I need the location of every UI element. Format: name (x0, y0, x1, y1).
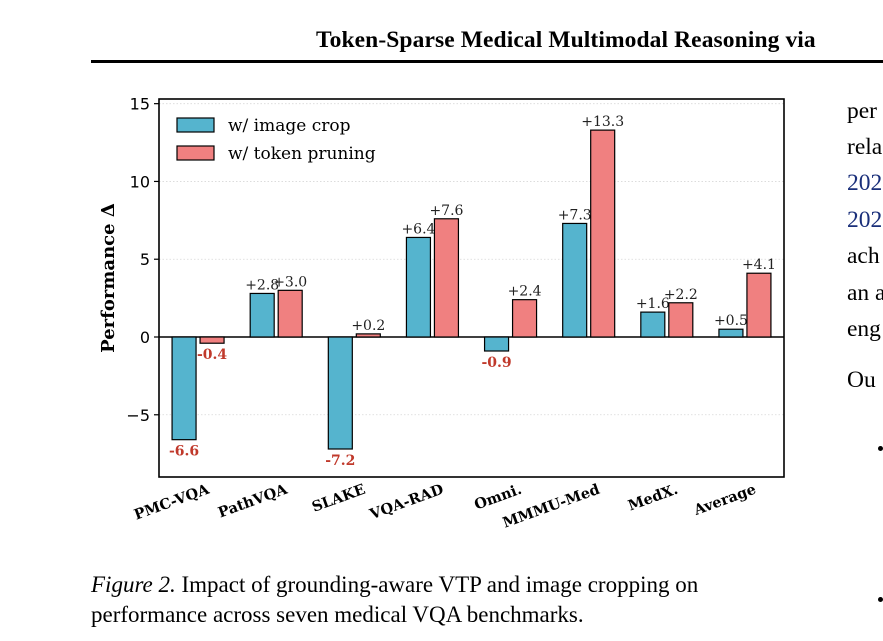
x-tick-label: VQA-RAD (367, 481, 446, 524)
bullet-marker (878, 597, 883, 602)
y-tick-label: 5 (140, 250, 150, 269)
y-tick-label: 15 (130, 95, 150, 114)
bar-chart: -6.6 -0.4 PMC-VQA +2.8+3.0 PathVQA -7.2 +0.2 SL… (98, 95, 785, 532)
data-label: -7.2 (325, 453, 355, 469)
right-column-line: 202 (847, 170, 883, 196)
right-column-line: Ou (847, 367, 876, 393)
data-label: -0.4 (197, 347, 227, 363)
data-label: +13.3 (581, 114, 624, 130)
x-tick-label: SLAKE (310, 481, 368, 516)
bar-image-crop (718, 328, 744, 338)
y-tick-label: 10 (130, 172, 150, 191)
right-column-line: ach (847, 243, 880, 269)
x-tick-label: MedX. (626, 481, 680, 515)
right-column-line: an a (847, 280, 883, 306)
bar-image-crop (249, 292, 275, 338)
bar-image-crop (562, 222, 588, 338)
figure-caption: Figure 2. Impact of grounding-aware VTP … (91, 570, 811, 630)
header-rule (91, 60, 883, 63)
right-column-line: 202 (847, 207, 883, 233)
data-label: +3.0 (273, 274, 307, 290)
caption-text-line1: Impact of grounding-aware VTP and image … (175, 572, 699, 597)
legend-swatch (176, 145, 215, 161)
data-label: +4.1 (742, 257, 776, 273)
bar-token-pruning (355, 333, 381, 338)
data-label: -6.6 (169, 444, 199, 460)
data-label: +2.2 (664, 287, 698, 303)
x-tick-label: Omni. (472, 481, 524, 514)
data-label: -0.9 (481, 355, 511, 371)
data-label: +7.6 (429, 203, 463, 219)
data-label: +7.3 (558, 207, 592, 223)
x-tick-label: PathVQA (216, 481, 290, 522)
bar-image-crop (327, 336, 353, 450)
bar-token-pruning (746, 272, 772, 338)
bar-token-pruning (199, 336, 225, 344)
bar-image-crop (483, 336, 510, 352)
y-tick-label: 0 (140, 328, 150, 347)
bar-token-pruning (590, 129, 616, 338)
data-label: +2.8 (245, 277, 279, 293)
bullet-marker (878, 446, 883, 451)
right-column-line: eng (847, 316, 881, 342)
right-column-line: rela (847, 134, 883, 160)
legend-label: w/ token pruning (228, 144, 376, 164)
running-header-title: Token-Sparse Medical Multimodal Reasonin… (316, 27, 816, 53)
bar-image-crop (405, 236, 432, 338)
data-label: +0.2 (351, 318, 385, 334)
x-tick-label: Average (691, 481, 759, 519)
right-column-line: per (847, 98, 878, 124)
caption-text-line2: performance across seven medical VQA ben… (91, 602, 584, 627)
legend-swatch (176, 117, 215, 133)
bar-image-crop (640, 311, 666, 338)
y-tick-label: −5 (126, 406, 150, 425)
data-label: +0.5 (714, 313, 748, 329)
caption-figure-label: Figure 2. (91, 572, 176, 597)
x-tick-label: PMC-VQA (132, 481, 212, 524)
data-label: +2.4 (508, 284, 542, 300)
y-axis-label: Performance Δ (98, 203, 119, 353)
bar-image-crop (171, 336, 197, 441)
plot-frame (158, 98, 785, 478)
data-label: +6.4 (401, 221, 435, 237)
bar-token-pruning (433, 218, 460, 338)
data-label: +1.6 (636, 296, 670, 312)
bar-token-pruning (511, 299, 538, 338)
bar-token-pruning (668, 302, 694, 338)
legend-label: w/ image crop (228, 116, 351, 136)
bar-token-pruning (277, 289, 303, 338)
